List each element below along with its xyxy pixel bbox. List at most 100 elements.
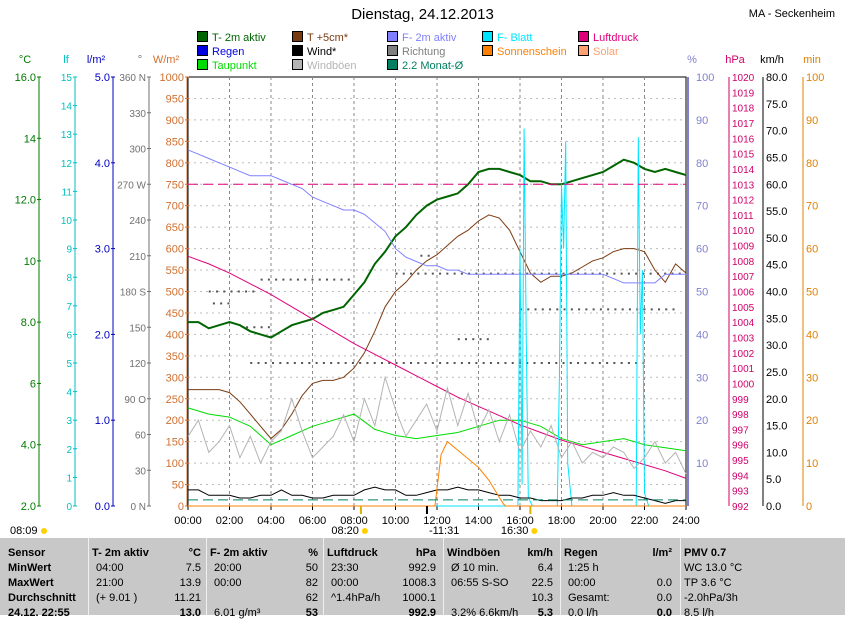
direction-point [230, 290, 233, 293]
direction-point [279, 362, 282, 364]
direction-point [330, 362, 333, 364]
temp-value: 11.21 [174, 592, 201, 604]
solar-tick: 200 [166, 415, 184, 427]
sun-tick: 10 [806, 458, 818, 470]
rain-tick: 0.0 [95, 501, 110, 513]
weather-chart: 16.01412.0108.064.02.0151413121110987654… [10, 54, 824, 537]
legend-swatch [292, 31, 303, 42]
x-tick: 02:00 [216, 515, 244, 527]
direction-point [417, 362, 420, 364]
hum-unit: % [308, 547, 318, 559]
wind-unit: km/h [760, 54, 784, 66]
direction-point [286, 362, 289, 364]
sensor-row: MinWert [8, 562, 52, 574]
legend-item: Luftdruck [578, 31, 638, 44]
lf-tick: 15 [61, 73, 73, 84]
dir-unit: ° [138, 54, 142, 66]
start-time: 08:09 [10, 525, 38, 537]
legend-item: Richtung [387, 45, 445, 58]
direction-point [395, 272, 398, 275]
direction-point [643, 308, 646, 311]
wind-value: 10.3 [531, 592, 553, 604]
start-sun-icon [41, 528, 47, 534]
legend-swatch [578, 45, 589, 56]
direction-point [260, 326, 263, 329]
lf-tick: 0 [66, 502, 72, 513]
direction-point [475, 362, 478, 364]
direction-point [439, 272, 442, 275]
lf-tick: 14 [61, 102, 73, 113]
direction-point [208, 290, 211, 293]
direction-point [431, 362, 434, 364]
x-tick: 24:00 [672, 515, 700, 527]
sensor-row: MaxWert [8, 577, 54, 589]
legend-item: Solar [578, 45, 619, 58]
sun-tick: 0 [806, 501, 812, 513]
humidity-tick: 100 [696, 72, 714, 84]
direction-point [333, 278, 336, 281]
sun-tick: 70 [806, 201, 818, 213]
lf-tick: 8 [66, 273, 72, 284]
sensor-row: Durchschnitt [8, 592, 76, 604]
direction-point [453, 362, 456, 364]
direction-point [380, 362, 383, 364]
direction-point [489, 272, 492, 275]
pmv-row: -2.0hPa/3h [684, 592, 738, 604]
temp-tick: 12.0 [15, 195, 36, 207]
direction-point [460, 362, 463, 364]
pressure-tick: 1000 [732, 379, 755, 390]
legend-item: Sonnenschein [482, 45, 567, 58]
sun-tick: 90 [806, 115, 818, 127]
dir-tick: 150 [129, 323, 146, 334]
legend-swatch [197, 59, 208, 70]
rain-header: Regen [564, 547, 598, 559]
humidity-tick: 20 [696, 415, 708, 427]
direction-point [424, 272, 427, 275]
temp-unit: °C [188, 547, 201, 559]
humidity-tick: 10 [696, 458, 708, 470]
rain-tick: 4.0 [95, 158, 110, 170]
humidity-tick: 60 [696, 244, 708, 256]
legend-label: Solar [593, 46, 619, 58]
footer-separator [443, 538, 444, 615]
direction-point [584, 362, 587, 364]
solar-unit: W/m² [153, 54, 180, 66]
lf-tick: 11 [62, 187, 73, 198]
legend-item: F- 2m aktiv [387, 31, 456, 44]
legend-label: Luftdruck [593, 32, 639, 44]
direction-point [322, 362, 325, 364]
wind-tick: 65.0 [766, 152, 787, 164]
sun-tick: 30 [806, 372, 818, 384]
press-value: 1008.3 [402, 577, 436, 589]
temp-label: (+ 9.01 ) [96, 592, 138, 604]
wind-tick: 50.0 [766, 233, 787, 245]
legend-item: 2.2 Monat-Ø [387, 59, 463, 72]
wind-tick: 55.0 [766, 206, 787, 218]
wind-tick: 35.0 [766, 313, 787, 325]
direction-point [527, 308, 530, 311]
legend-label: T +5cm* [307, 32, 349, 44]
legend-item: Taupunkt [197, 59, 257, 72]
press-header: Luftdruck [327, 547, 378, 559]
pressure-tick: 1009 [732, 242, 755, 253]
direction-point [650, 308, 653, 311]
rain-value: 0.0 [656, 592, 672, 604]
direction-point [359, 362, 362, 364]
direction-point [220, 302, 223, 305]
solar-tick: 450 [166, 308, 184, 320]
direction-point [627, 272, 630, 275]
direction-point [489, 362, 492, 364]
direction-point [410, 362, 413, 364]
sun-tick: 60 [806, 244, 818, 256]
humidity-tick: 90 [696, 115, 708, 127]
footer-separator [206, 538, 207, 615]
wind-tick: 20.0 [766, 394, 787, 406]
direction-point [486, 338, 489, 341]
wind-tick: 0.0 [766, 501, 781, 513]
pressure-tick: 1019 [732, 88, 755, 99]
pressure-tick: 1017 [732, 119, 755, 130]
solar-tick: 400 [166, 329, 184, 341]
hum-value: 62 [305, 592, 318, 604]
solar-tick: 700 [166, 201, 184, 213]
lf-tick: 4 [66, 388, 72, 399]
